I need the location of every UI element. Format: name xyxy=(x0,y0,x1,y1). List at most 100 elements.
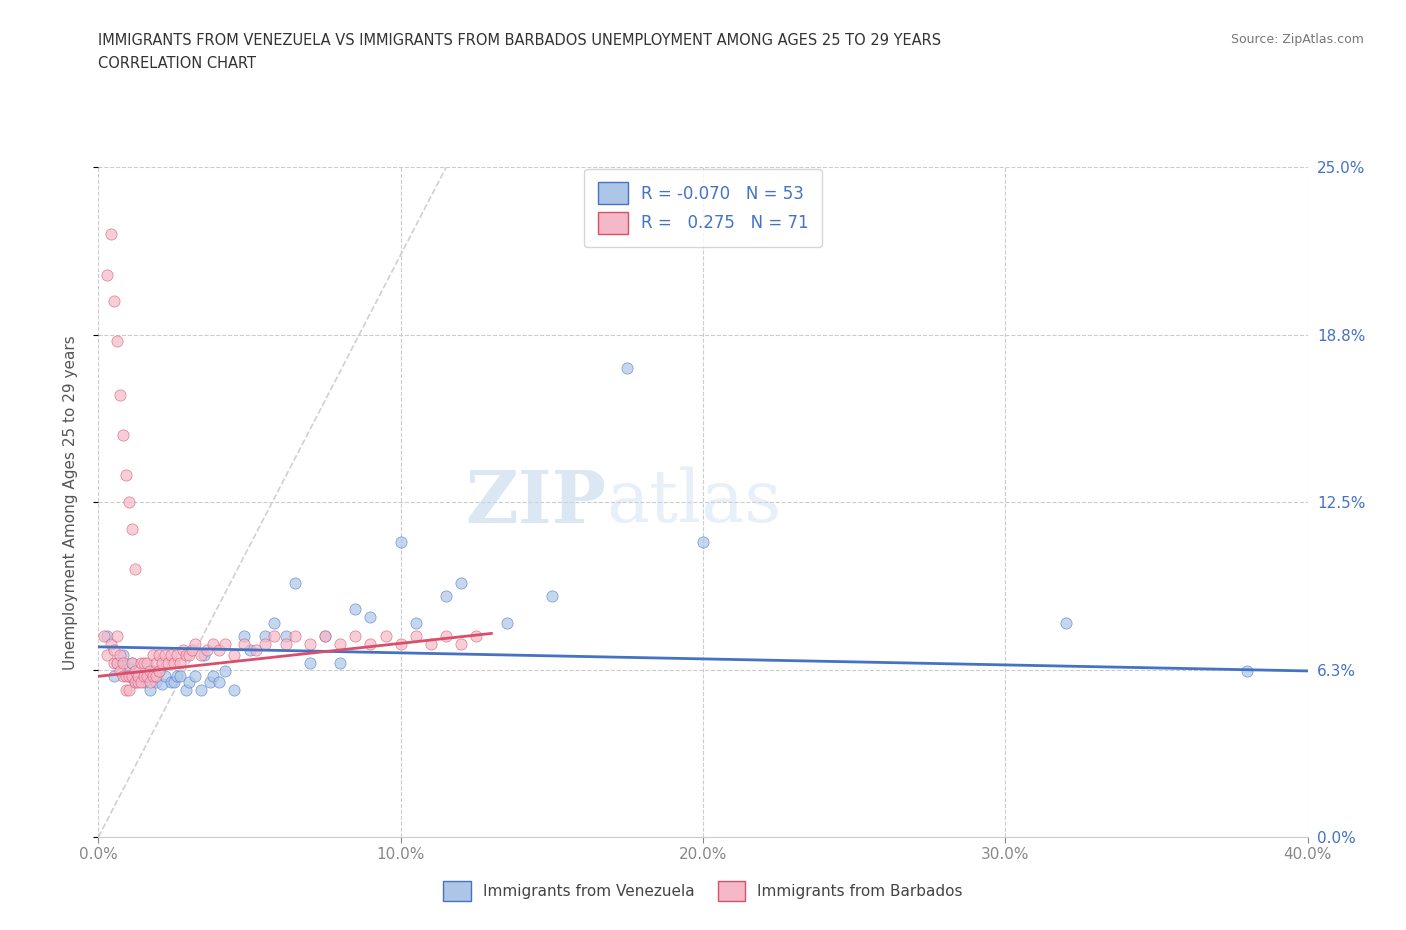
Point xyxy=(111,669,134,684)
Point xyxy=(1054,616,1077,631)
Point xyxy=(127,669,149,684)
Point xyxy=(118,495,141,510)
Legend: R = -0.070   N = 53, R =   0.275   N = 71: R = -0.070 N = 53, R = 0.275 N = 71 xyxy=(583,169,823,246)
Point xyxy=(299,637,322,652)
Point xyxy=(360,610,382,625)
Point xyxy=(692,535,714,550)
Point xyxy=(139,683,162,698)
Point xyxy=(434,589,457,604)
Text: IMMIGRANTS FROM VENEZUELA VS IMMIGRANTS FROM BARBADOS UNEMPLOYMENT AMONG AGES 25: IMMIGRANTS FROM VENEZUELA VS IMMIGRANTS … xyxy=(98,33,942,47)
Point xyxy=(253,629,276,644)
Point xyxy=(166,669,188,684)
Point xyxy=(195,642,218,657)
Point xyxy=(105,629,128,644)
Point xyxy=(179,674,201,689)
Point xyxy=(96,267,118,282)
Point xyxy=(127,669,149,684)
Point xyxy=(1236,663,1258,678)
Point xyxy=(121,656,143,671)
Point xyxy=(135,669,157,684)
Point xyxy=(135,656,157,671)
Point xyxy=(132,674,155,689)
Legend: Immigrants from Venezuela, Immigrants from Barbados: Immigrants from Venezuela, Immigrants fr… xyxy=(432,869,974,913)
Point xyxy=(239,642,262,657)
Point xyxy=(344,629,367,644)
Point xyxy=(108,647,131,662)
Point xyxy=(150,656,173,671)
Point xyxy=(405,616,427,631)
Point xyxy=(118,683,141,698)
Point xyxy=(118,669,141,684)
Point xyxy=(163,674,186,689)
Point xyxy=(111,647,134,662)
Point xyxy=(190,683,212,698)
Point xyxy=(111,656,134,671)
Point xyxy=(540,589,562,604)
Point xyxy=(121,522,143,537)
Point xyxy=(232,629,254,644)
Text: ZIP: ZIP xyxy=(465,467,606,538)
Point xyxy=(96,629,118,644)
Point xyxy=(166,647,188,662)
Point xyxy=(245,642,267,657)
Point xyxy=(127,674,149,689)
Point xyxy=(263,616,285,631)
Point xyxy=(148,663,170,678)
Point xyxy=(129,656,152,671)
Text: Source: ZipAtlas.com: Source: ZipAtlas.com xyxy=(1230,33,1364,46)
Point xyxy=(100,227,122,242)
Point xyxy=(214,663,236,678)
Point xyxy=(181,642,204,657)
Point xyxy=(108,663,131,678)
Point xyxy=(374,629,396,644)
Point xyxy=(193,647,215,662)
Point xyxy=(132,669,155,684)
Point xyxy=(148,647,170,662)
Point xyxy=(314,629,336,644)
Point xyxy=(160,647,183,662)
Point xyxy=(114,468,136,483)
Point xyxy=(253,637,276,652)
Point xyxy=(450,575,472,590)
Point xyxy=(299,656,322,671)
Point xyxy=(105,656,128,671)
Point xyxy=(208,642,231,657)
Point xyxy=(103,294,125,309)
Point xyxy=(108,656,131,671)
Point xyxy=(160,674,183,689)
Point xyxy=(314,629,336,644)
Point xyxy=(224,647,246,662)
Point xyxy=(148,663,170,678)
Point xyxy=(105,656,128,671)
Point xyxy=(153,647,176,662)
Point xyxy=(163,656,186,671)
Point xyxy=(224,683,246,698)
Point xyxy=(135,669,157,684)
Point xyxy=(111,428,134,443)
Point xyxy=(450,637,472,652)
Point xyxy=(232,637,254,652)
Point xyxy=(103,656,125,671)
Y-axis label: Unemployment Among Ages 25 to 29 years: Unemployment Among Ages 25 to 29 years xyxy=(63,335,77,670)
Point xyxy=(329,637,352,652)
Point xyxy=(329,656,352,671)
Point xyxy=(179,647,201,662)
Point xyxy=(360,637,382,652)
Point xyxy=(108,388,131,403)
Point xyxy=(145,674,167,689)
Text: CORRELATION CHART: CORRELATION CHART xyxy=(98,56,256,71)
Point xyxy=(100,637,122,652)
Point xyxy=(121,656,143,671)
Point xyxy=(145,669,167,684)
Point xyxy=(495,616,517,631)
Text: atlas: atlas xyxy=(606,467,782,538)
Point xyxy=(139,663,162,678)
Point xyxy=(169,656,191,671)
Point xyxy=(142,663,165,678)
Point xyxy=(208,674,231,689)
Point xyxy=(156,656,179,671)
Point xyxy=(124,674,146,689)
Point xyxy=(202,637,225,652)
Point xyxy=(274,629,297,644)
Point xyxy=(284,575,307,590)
